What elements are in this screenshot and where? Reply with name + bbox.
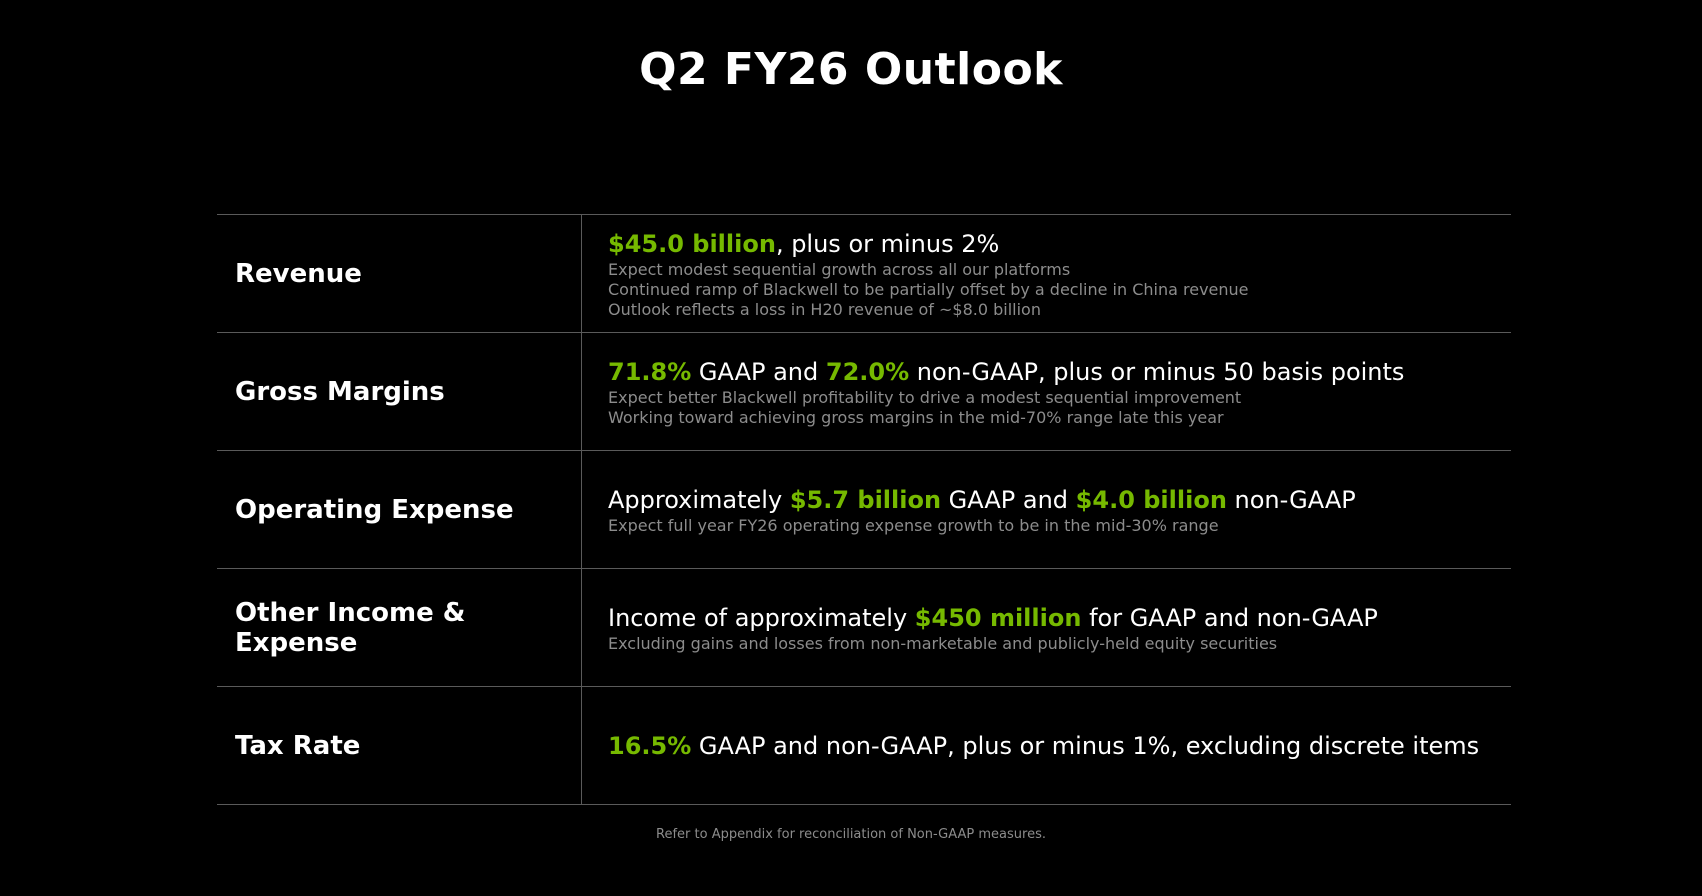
table-row: Other Income & Expense Income of approxim… [217, 569, 1511, 687]
row-headline: 16.5% GAAP and non-GAAP, plus or minus 1… [608, 730, 1511, 762]
row-label: Tax Rate [217, 687, 582, 804]
table-row: Operating Expense Approximately $5.7 bill… [217, 451, 1511, 569]
row-content: 16.5% GAAP and non-GAAP, plus or minus 1… [582, 687, 1511, 804]
headline-text: non-GAAP, plus or minus 50 basis points [909, 357, 1405, 386]
headline-text: GAAP and [941, 485, 1076, 514]
table-row: Tax Rate 16.5% GAAP and non-GAAP, plus or… [217, 687, 1511, 805]
headline-text: Approximately [608, 485, 790, 514]
row-detail: Expect full year FY26 operating expense … [608, 515, 1219, 535]
row-detail: Working toward achieving gross margins i… [608, 407, 1224, 427]
highlight-value: 72.0% [825, 357, 910, 386]
headline-text: GAAP and non-GAAP, plus or minus 1%, exc… [691, 731, 1480, 760]
highlight-value: 16.5% [608, 731, 692, 760]
row-label: Revenue [217, 215, 582, 332]
row-content: Income of approximately $450 million for… [582, 569, 1511, 686]
row-detail: Expect better Blackwell profitability to… [608, 387, 1242, 407]
headline-text: non-GAAP [1226, 485, 1356, 514]
headline-text: GAAP and [691, 357, 826, 386]
highlight-value: $4.0 billion [1075, 485, 1227, 514]
row-detail: Outlook reflects a loss in H20 revenue o… [608, 299, 1041, 319]
headline-text: , plus or minus 2% [775, 229, 1000, 258]
row-label: Other Income & Expense [217, 569, 582, 686]
row-detail: Continued ramp of Blackwell to be partia… [608, 279, 1249, 299]
row-detail: Expect modest sequential growth across a… [608, 259, 1071, 279]
row-content: 71.8% GAAP and 72.0% non-GAAP, plus or m… [582, 333, 1511, 450]
footnote: Refer to Appendix for reconciliation of … [656, 827, 1046, 842]
table-row: Gross Margins 71.8% GAAP and 72.0% non-GA… [217, 333, 1511, 451]
row-detail: Excluding gains and losses from non-mark… [608, 633, 1278, 653]
highlight-value: $5.7 billion [789, 485, 942, 514]
row-headline: Income of approximately $450 million for… [608, 602, 1511, 634]
highlight-value: $45.0 billion [608, 229, 776, 258]
row-headline: 71.8% GAAP and 72.0% non-GAAP, plus or m… [608, 356, 1511, 388]
page-title: Q2 FY26 Outlook [639, 44, 1063, 95]
row-headline: Approximately $5.7 billion GAAP and $4.0… [608, 484, 1511, 516]
row-content: Approximately $5.7 billion GAAP and $4.0… [582, 451, 1511, 568]
table-row: Revenue $45.0 billion, plus or minus 2% Ex… [217, 215, 1511, 333]
headline-text: Income of approximately [608, 603, 915, 632]
headline-text: for GAAP and non-GAAP [1081, 603, 1378, 632]
highlight-value: $450 million [914, 603, 1082, 632]
row-label: Operating Expense [217, 451, 582, 568]
outlook-table: Revenue $45.0 billion, plus or minus 2% Ex… [217, 214, 1511, 805]
highlight-value: 71.8% [608, 357, 692, 386]
row-content: $45.0 billion, plus or minus 2% Expect mo… [582, 215, 1511, 332]
row-headline: $45.0 billion, plus or minus 2% [608, 228, 1511, 260]
row-label: Gross Margins [217, 333, 582, 450]
